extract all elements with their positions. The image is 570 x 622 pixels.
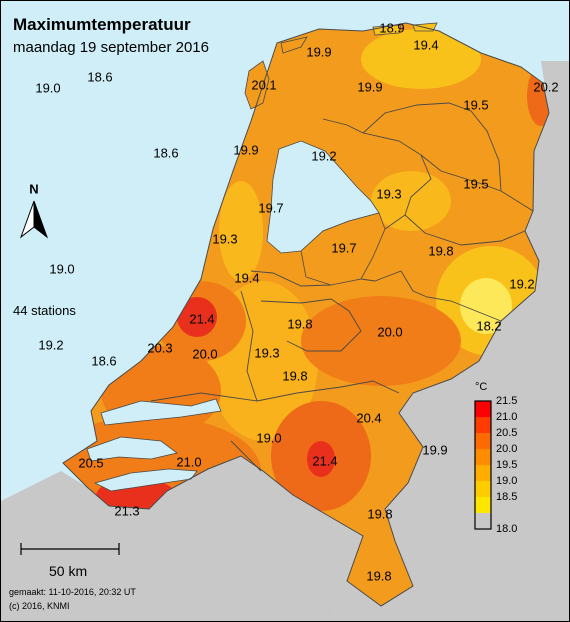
copyright-text: (c) 2016, KNMI — [9, 601, 70, 611]
temperature-value: 19.8 — [282, 368, 308, 384]
temperature-value: 21.4 — [312, 453, 338, 469]
temperature-value: 19.4 — [234, 270, 260, 286]
texel-island — [244, 60, 270, 110]
map-subtitle: maandag 19 september 2016 — [13, 39, 209, 56]
scale-bar — [20, 543, 120, 555]
temperature-value: 20.3 — [147, 340, 173, 356]
temperature-value: 20.2 — [533, 79, 559, 95]
temperature-value: 21.3 — [114, 503, 140, 519]
temperature-value: 21.4 — [189, 311, 215, 327]
temperature-value: 19.4 — [413, 37, 439, 53]
belgium-land — [1, 456, 363, 621]
temperature-value: 19.0 — [49, 261, 75, 277]
zeeland-water-north — [100, 398, 222, 426]
temperature-value: 20.4 — [356, 410, 382, 426]
temperature-value: 19.5 — [463, 97, 489, 113]
temperature-value: 19.8 — [428, 243, 454, 259]
north-arrow-icon — [19, 200, 49, 239]
temperature-value: 21.0 — [176, 454, 202, 470]
legend-tick: 20.0 — [496, 443, 518, 455]
legend-tick: 20.5 — [496, 427, 518, 439]
temperature-value: 18.2 — [476, 318, 502, 334]
legend-colorbar — [474, 400, 492, 530]
temperature-value: 19.9 — [233, 142, 259, 158]
legend-tick: 18.5 — [496, 491, 518, 503]
temperature-value: 19.8 — [287, 316, 313, 332]
temperature-value: 19.8 — [367, 506, 393, 522]
temperature-value: 18.6 — [91, 353, 117, 369]
temperature-value: 19.0 — [256, 430, 282, 446]
legend-unit: °C — [475, 381, 488, 393]
province-borders — [150, 102, 534, 472]
scale-bar-label: 50 km — [49, 563, 88, 579]
zeeland-water-mid — [86, 436, 178, 462]
temperature-value: 19.3 — [254, 345, 280, 361]
temperature-value: 19.0 — [35, 80, 61, 96]
temperature-value: 19.3 — [212, 231, 238, 247]
temperature-value: 19.5 — [463, 176, 489, 192]
vlieland-island — [280, 36, 308, 54]
temperature-value: 19.3 — [376, 186, 402, 202]
temperature-value: 19.7 — [258, 200, 284, 216]
temperature-value: 19.2 — [38, 337, 64, 353]
temperature-value: 19.2 — [509, 276, 535, 292]
flevoland — [300, 212, 386, 286]
zeeland-water-south — [93, 468, 198, 492]
temperature-value: 20.1 — [251, 77, 277, 93]
legend-tick: 21.5 — [496, 395, 518, 407]
legend-tick: 21.0 — [496, 411, 518, 423]
temperature-value: 18.6 — [153, 145, 179, 161]
temperature-value: 20.0 — [377, 324, 403, 340]
temperature-value: 20.0 — [192, 346, 218, 362]
made-timestamp: gemaakt: 11-10-2016, 20:32 UT — [9, 587, 136, 597]
germany-land — [331, 61, 569, 621]
temperature-value: 19.9 — [422, 442, 448, 458]
legend-tick: 19.0 — [496, 475, 518, 487]
legend-tick: 19.5 — [496, 459, 518, 471]
temperature-value: 18.6 — [87, 69, 113, 85]
temperature-value: 19.9 — [357, 79, 383, 95]
temperature-value: 20.5 — [78, 455, 104, 471]
temperature-value: 19.9 — [306, 44, 332, 60]
temperature-value: 19.2 — [311, 148, 337, 164]
station-count: 44 stations — [13, 303, 76, 318]
temperature-value: 19.8 — [366, 568, 392, 584]
temperature-value: 19.7 — [331, 240, 357, 256]
map-title: Maximumtemperatuur — [13, 15, 191, 34]
north-label: N — [29, 181, 39, 197]
netherlands-border — [62, 22, 550, 607]
temperature-value: 18.9 — [379, 20, 405, 36]
legend-tick: 18.0 — [496, 523, 518, 535]
